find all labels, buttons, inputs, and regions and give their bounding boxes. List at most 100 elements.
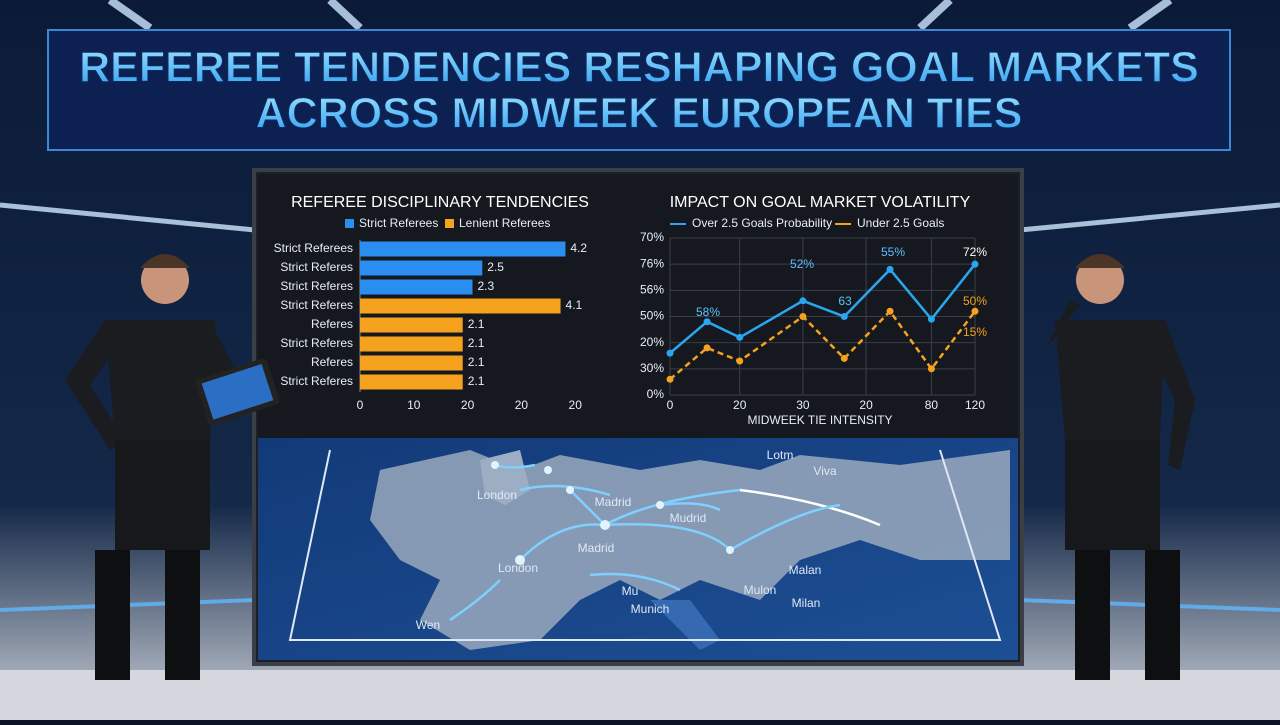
legend-label: Under 2.5 Goals — [857, 216, 944, 230]
point — [666, 375, 674, 383]
point — [799, 297, 807, 305]
bar — [360, 336, 463, 352]
y-tick-label: Strict Referes — [280, 374, 353, 388]
value-label: 2.1 — [468, 355, 485, 369]
charts: REFEREE DISCIPLINARY TENDENCIES Strict Re… — [274, 194, 988, 427]
y-tick-label: Referes — [311, 355, 353, 369]
point — [840, 354, 848, 362]
chart-title: IMPACT ON GOAL MARKET VOLATILITY — [670, 194, 971, 211]
y-tick-label: 70% — [640, 230, 664, 244]
point — [927, 365, 935, 373]
map-label: Wen — [416, 618, 440, 632]
x-axis-label: MIDWEEK TIE INTENSITY — [747, 413, 892, 427]
x-tick-label: 30 — [796, 398, 810, 412]
x-tick-label: 10 — [407, 398, 421, 412]
y-tick-label: 56% — [640, 283, 664, 297]
legend-label: Strict Referees — [359, 216, 438, 230]
annotation: 52% — [790, 257, 814, 271]
floor — [0, 670, 1280, 720]
map-label: Mulon — [744, 583, 777, 597]
referee-left — [65, 254, 280, 680]
point — [971, 260, 979, 268]
bar — [360, 241, 566, 257]
line — [669, 263, 976, 355]
value-label: 2.1 — [468, 317, 485, 331]
point — [736, 357, 744, 365]
referee-right — [1045, 254, 1195, 680]
y-tick-label: 30% — [640, 361, 664, 375]
bar — [360, 374, 463, 390]
x-tick-label: 20 — [733, 398, 747, 412]
studio-lights — [0, 0, 1280, 612]
point — [703, 344, 711, 352]
x-tick-label: 80 — [925, 398, 939, 412]
point — [666, 349, 674, 357]
point — [703, 318, 711, 326]
annotation: 50% — [963, 294, 987, 308]
x-tick-label: 120 — [965, 398, 985, 412]
x-tick-label: 20 — [569, 398, 583, 412]
bar — [360, 298, 561, 314]
map-label: Madrid — [595, 495, 632, 509]
point — [971, 307, 979, 315]
annotation: 15% — [963, 325, 987, 339]
point — [886, 265, 894, 273]
map-label: Malan — [789, 563, 822, 577]
y-tick-label: Strict Referes — [280, 279, 353, 293]
point — [799, 313, 807, 320]
map-label: Munich — [631, 602, 670, 616]
point — [736, 333, 744, 341]
y-tick-label: Strict Referes — [280, 260, 353, 274]
map-label: London — [498, 561, 538, 575]
map-label: Viva — [813, 464, 836, 478]
bar — [360, 355, 463, 371]
bar — [360, 260, 483, 276]
x-tick-label: 0 — [667, 398, 674, 412]
map-label: Mudrid — [670, 511, 707, 525]
bar — [360, 279, 473, 295]
value-label: 4.1 — [566, 298, 583, 312]
annotation: 55% — [881, 245, 905, 259]
y-tick-label: 50% — [640, 309, 664, 323]
y-tick-label: 76% — [640, 256, 664, 270]
map-labels: London Madrid Lotm Viva Mudrid Madrid London Ma… — [416, 448, 837, 632]
y-tick-label: 20% — [640, 335, 664, 349]
line — [669, 309, 976, 381]
x-tick-label: 0 — [357, 398, 364, 412]
value-label: 2.3 — [478, 279, 495, 293]
chart-title: REFEREE DISCIPLINARY TENDENCIES — [291, 194, 589, 211]
annotation: 72% — [963, 245, 987, 259]
point — [840, 313, 848, 320]
map-nodes — [491, 461, 734, 565]
y-tick-label: Strict Referes — [280, 298, 353, 312]
value-label: 4.2 — [570, 241, 587, 255]
value-label: 2.5 — [487, 260, 504, 274]
map-label: Milan — [792, 596, 821, 610]
map-label: Madrid — [578, 541, 615, 555]
y-tick-label: Strict Referees — [274, 241, 353, 255]
y-tick-label: Referes — [311, 317, 353, 331]
x-tick-label: 20 — [461, 398, 475, 412]
map-label: Lotm — [767, 448, 794, 462]
title-banner — [47, 29, 1231, 151]
title-line: REFEREE TENDENCIES RESHAPING GOAL MARKET… — [79, 43, 1199, 91]
annotation: 63 — [838, 294, 852, 308]
legend-label: Over 2.5 Goals Probability — [692, 216, 832, 230]
title-line: ACROSS MIDWEEK EUROPEAN TIES — [256, 89, 1023, 137]
point — [927, 315, 935, 323]
x-tick-label: 20 — [515, 398, 529, 412]
x-tick-label: 20 — [859, 398, 873, 412]
value-label: 2.1 — [468, 336, 485, 350]
y-tick-label: 0% — [647, 387, 665, 401]
y-tick-label: Strict Referes — [280, 336, 353, 350]
value-label: 2.1 — [468, 374, 485, 388]
map-label: London — [477, 488, 517, 502]
legend-swatch — [445, 219, 454, 228]
point — [886, 307, 894, 315]
map-label: Mu — [622, 584, 639, 598]
legend-swatch — [345, 219, 354, 228]
legend-label: Lenient Referees — [459, 216, 550, 230]
pitch-lines — [288, 449, 1002, 641]
bar — [360, 317, 463, 333]
